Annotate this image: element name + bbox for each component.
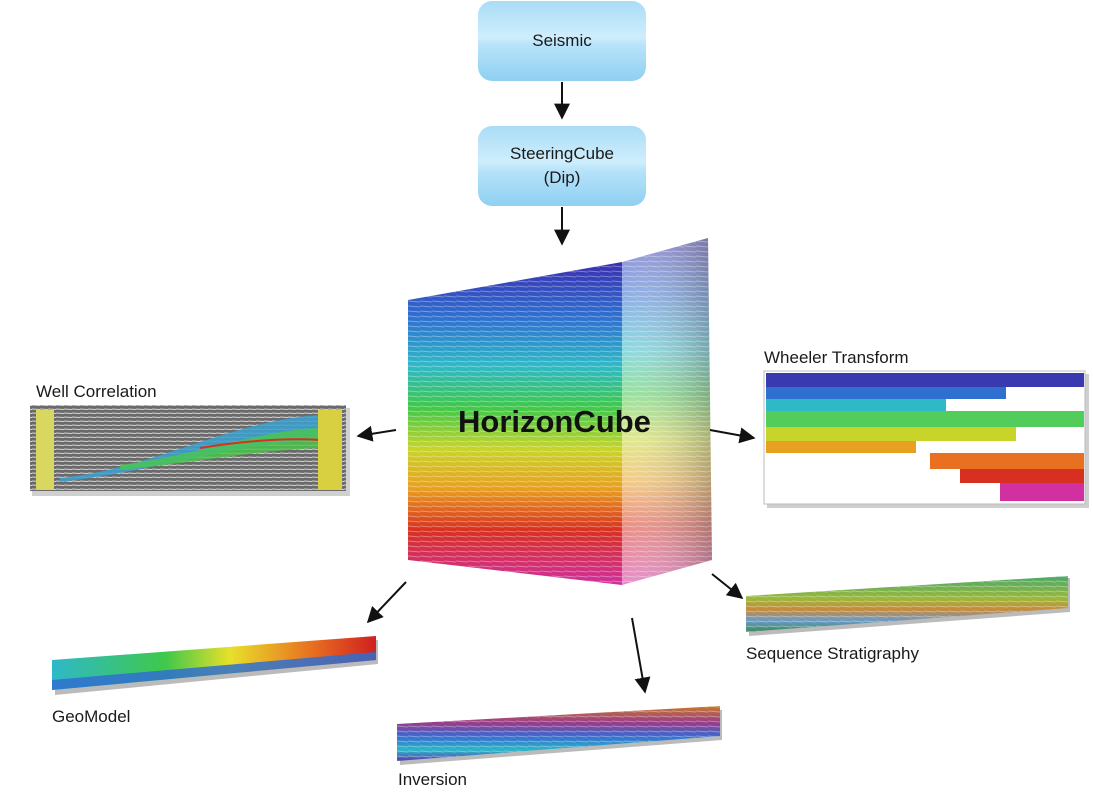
arrow-left-icon [356,425,397,442]
well-correlation-label: Well Correlation [36,382,157,401]
arrow-diagonal-icon [631,617,651,694]
arrow-right-icon [709,427,756,444]
sequence-stratigraphy-panel [746,576,1070,636]
seismic-label: Seismic [532,31,592,50]
arrow-diagonal-icon [711,573,744,599]
seismic-node: Seismic [478,1,646,81]
sequence-stratigraphy-label: Sequence Stratigraphy [746,644,919,663]
steeringcube-label: SteeringCube [510,144,614,163]
wheeler-transform-label: Wheeler Transform [764,348,909,367]
inversion-panel [397,706,722,765]
horizoncube-title: HorizonCube [458,404,651,439]
wheeler-transform-panel [763,370,1089,508]
arrow-diagonal-icon [366,581,407,624]
steeringcube-node: SteeringCube (Dip) [478,126,646,206]
well-correlation-panel [30,405,350,496]
inversion-label: Inversion [398,770,467,789]
steeringcube-sublabel: (Dip) [543,168,581,187]
geomodel-label: GeoModel [52,707,131,726]
horizoncube-volume [408,238,712,585]
geomodel-panel [52,636,378,695]
